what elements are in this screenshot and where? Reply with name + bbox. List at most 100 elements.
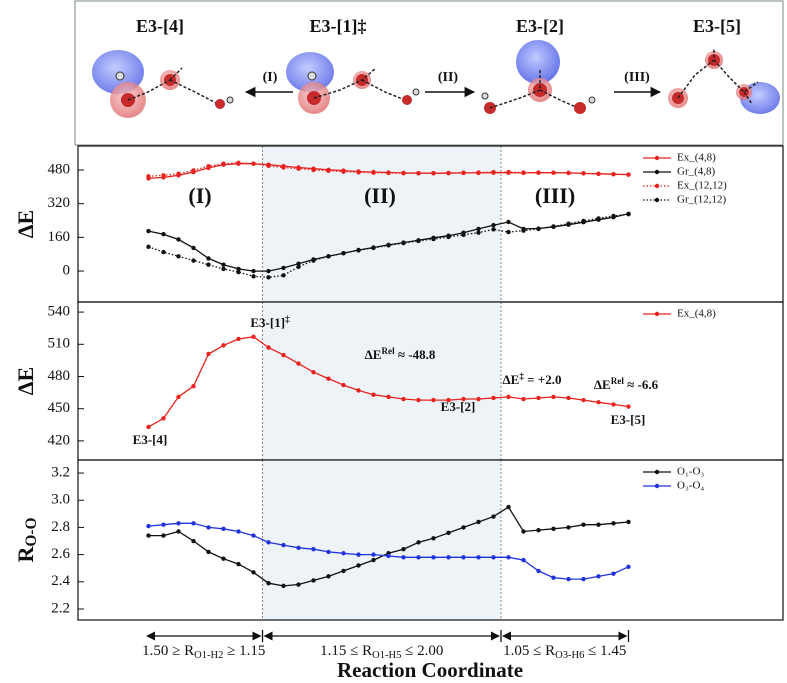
data-point <box>431 555 436 560</box>
legend-label: O₃-O₄ <box>677 480 704 492</box>
data-point <box>626 519 631 525</box>
annotation-part: ΔE <box>594 377 611 392</box>
data-point <box>296 545 301 551</box>
annotation: (III) <box>535 183 575 208</box>
data-point <box>251 274 256 279</box>
y-tick-label: 420 <box>48 432 71 448</box>
legend-swatch <box>654 155 660 161</box>
data-point <box>221 343 226 348</box>
data-point <box>281 542 286 548</box>
data-point <box>476 555 481 560</box>
data-point <box>431 536 436 541</box>
data-point <box>431 236 436 242</box>
legend-label: Gr_(4,8) <box>677 166 716 178</box>
data-point <box>146 523 151 529</box>
data-point <box>596 574 601 579</box>
data-point <box>611 521 616 526</box>
data-point <box>581 218 586 224</box>
data-point <box>236 266 241 272</box>
x-range-label-part: O1-H2 <box>194 650 223 661</box>
region-shade <box>262 460 501 620</box>
data-point <box>491 395 496 401</box>
data-point <box>506 394 511 400</box>
data-point <box>551 224 556 229</box>
data-point <box>476 226 481 232</box>
y-tick-label: 0 <box>63 262 71 278</box>
data-point <box>401 546 406 552</box>
data-point <box>206 351 211 357</box>
data-point <box>506 169 511 175</box>
data-point <box>206 256 211 261</box>
data-point <box>176 237 181 242</box>
data-point <box>566 170 571 176</box>
data-point <box>266 163 271 168</box>
data-point <box>536 170 541 175</box>
x-range-label-part: 1.15 ≤ R <box>320 643 372 659</box>
x-range-label-part: ≤ 1.45 <box>584 643 626 659</box>
data-point <box>461 555 466 560</box>
data-point <box>191 258 196 263</box>
structure-label: E3-[2] <box>516 16 564 36</box>
data-point <box>416 555 421 560</box>
x-range-label: 1.15 ≤ RO1-H5 ≤ 2.00 <box>320 643 443 660</box>
annotation-part: Rel <box>611 376 625 386</box>
data-point <box>296 264 301 270</box>
data-point <box>281 265 286 271</box>
data-point <box>236 561 241 567</box>
annotation-part: Rel <box>381 346 395 356</box>
data-point <box>311 578 316 583</box>
annotation-part: E3-[4] <box>133 432 168 447</box>
y-axis-label: RO-O <box>13 517 40 562</box>
data-point <box>371 392 376 397</box>
data-point <box>176 171 181 176</box>
data-point <box>221 556 226 561</box>
x-range-label-part: O3-H6 <box>555 650 584 661</box>
data-point <box>461 232 466 238</box>
data-point <box>221 526 226 531</box>
data-point <box>491 222 496 228</box>
data-point <box>536 395 541 401</box>
data-point <box>176 521 181 526</box>
y-axis-label-part: R <box>13 545 38 562</box>
data-point <box>476 396 481 402</box>
structure-label: E3-[1]‡ <box>310 16 367 36</box>
data-point <box>296 361 301 366</box>
data-point <box>281 352 286 358</box>
data-point <box>416 540 421 545</box>
data-point <box>461 396 466 402</box>
scheme-frame <box>74 0 784 146</box>
data-point <box>191 521 196 526</box>
data-point <box>356 388 361 393</box>
annotation-part: ‡ <box>285 314 290 324</box>
data-point <box>356 563 361 568</box>
data-point <box>281 583 286 589</box>
annotation-part: ≈ -6.6 <box>624 377 659 392</box>
data-point <box>521 170 526 175</box>
data-point <box>401 170 406 176</box>
data-point <box>626 564 631 570</box>
data-point <box>491 227 496 232</box>
data-point <box>446 397 451 403</box>
data-point <box>236 529 241 534</box>
legend-label: Ex_(4,8) <box>677 152 716 164</box>
data-point <box>386 394 391 400</box>
data-point <box>311 258 316 263</box>
legend-swatch <box>654 197 660 203</box>
x-range-label-part: 1.05 ≤ R <box>503 643 555 659</box>
annotation-part: ≈ -48.8 <box>395 347 436 362</box>
data-point <box>371 552 376 557</box>
data-point <box>371 170 376 175</box>
data-point <box>356 170 361 175</box>
data-point <box>626 404 631 409</box>
data-point <box>446 234 451 240</box>
data-point <box>386 553 391 559</box>
data-point <box>371 245 376 251</box>
legend-label: O₁-O₃ <box>677 466 704 478</box>
data-point <box>266 540 271 545</box>
data-point <box>191 245 196 251</box>
data-point <box>401 555 406 560</box>
y-tick-label: 450 <box>48 400 71 416</box>
data-point <box>251 334 256 339</box>
y-tick-label: 2.8 <box>51 519 70 535</box>
legend-swatch <box>654 183 660 189</box>
